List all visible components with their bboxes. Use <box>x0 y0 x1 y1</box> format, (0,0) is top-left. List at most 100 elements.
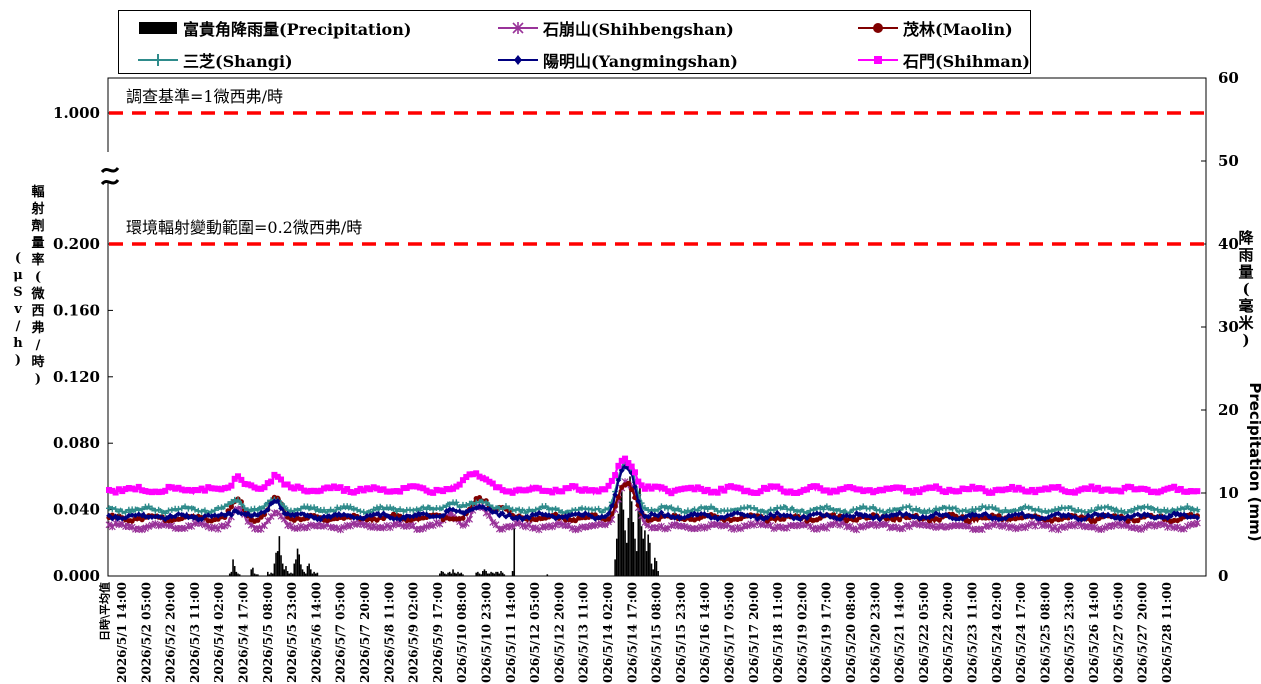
series-marker <box>873 487 880 494</box>
precipitation-bar <box>635 551 638 576</box>
legend-swatch-circle-icon <box>858 23 898 33</box>
legend-item-shihman: 石門(Shihman) <box>857 47 1030 73</box>
series-marker <box>906 503 913 510</box>
series-marker <box>903 488 910 495</box>
series-marker <box>1091 523 1099 531</box>
series-marker <box>198 508 205 515</box>
series-marker <box>1147 520 1155 528</box>
precipitation-bar <box>652 569 654 576</box>
series-marker <box>1081 485 1088 492</box>
series-marker <box>1164 507 1171 514</box>
series-marker <box>317 516 324 523</box>
x-tick-label: 2026/5/7 05:00 <box>334 582 348 683</box>
series-marker <box>311 487 318 494</box>
precipitation-bar <box>311 573 314 576</box>
series-marker <box>916 489 923 496</box>
series-marker <box>737 485 744 492</box>
series-marker <box>1009 483 1016 490</box>
series-marker <box>383 522 391 530</box>
series-marker <box>688 511 695 518</box>
series-marker <box>803 510 810 517</box>
precipitation-bar <box>281 563 284 576</box>
series-marker <box>1028 486 1035 493</box>
series-marker <box>1035 516 1042 522</box>
series-marker <box>1114 520 1122 528</box>
series-marker <box>731 484 738 491</box>
axis-break-symbol <box>100 152 120 186</box>
y-left-label-char: h <box>13 336 23 351</box>
legend-label-maolin: 茂林(Maolin) <box>903 20 1013 39</box>
series-marker <box>641 485 648 492</box>
series-marker <box>159 514 165 521</box>
series-marker <box>211 523 219 531</box>
series-marker <box>288 512 294 519</box>
series-marker <box>784 489 791 496</box>
series-marker <box>886 513 893 519</box>
series-marker <box>708 503 715 510</box>
y-left-label-char: 微 <box>31 287 45 302</box>
series-marker <box>976 485 983 492</box>
series-marker <box>691 486 698 493</box>
series-marker <box>125 485 132 492</box>
x-tick-label: 2026/5/14 02:00 <box>601 582 615 684</box>
precipitation-bar <box>640 526 643 576</box>
series-marker <box>235 473 242 480</box>
series-marker <box>238 501 245 508</box>
y-left-label-char: 輻 <box>31 185 45 200</box>
series-marker <box>354 515 360 521</box>
series-marker <box>380 524 387 532</box>
series-marker <box>297 505 304 512</box>
series-marker <box>492 521 500 529</box>
series-marker <box>1058 513 1065 519</box>
series-marker <box>734 510 741 516</box>
series-marker <box>486 478 493 485</box>
x-tick-label: 2026/5/10 23:00 <box>480 582 494 684</box>
series-marker <box>370 522 378 530</box>
series-marker <box>814 510 820 517</box>
y-left-label-char: S <box>13 285 23 300</box>
series-marker <box>730 525 738 533</box>
series-marker <box>559 509 566 516</box>
series-marker <box>195 507 202 514</box>
series-marker <box>698 511 704 517</box>
series-marker <box>992 487 999 494</box>
series-marker <box>245 510 251 517</box>
precipitation-bar <box>237 573 239 576</box>
series-marker <box>569 511 575 518</box>
series-marker <box>162 487 169 494</box>
series-marker <box>228 482 235 489</box>
series-marker <box>403 513 410 519</box>
series-marker <box>499 510 506 517</box>
series-marker <box>890 485 897 492</box>
reference-line-label: 調查基準=1微西弗/時 <box>126 87 283 106</box>
series-marker <box>251 511 258 517</box>
series-marker <box>1181 511 1187 518</box>
series-marker <box>846 522 854 530</box>
series-marker <box>287 522 295 530</box>
series-marker <box>1035 506 1042 513</box>
series-marker <box>737 505 744 512</box>
series-marker <box>988 521 996 529</box>
series-marker <box>972 485 979 492</box>
x-tick-label: 2026/5/23 11:00 <box>966 582 980 684</box>
series-marker <box>910 514 916 520</box>
precipitation-bar <box>485 571 487 576</box>
series-marker <box>469 501 476 508</box>
series-marker <box>721 487 728 494</box>
series-marker <box>410 507 417 514</box>
y-left-label-char: μ <box>13 268 23 283</box>
y-left-label-char: 西 <box>31 304 45 319</box>
series-marker <box>622 455 629 462</box>
series-marker <box>870 489 877 496</box>
series-marker <box>129 485 136 492</box>
series-marker <box>1193 519 1201 527</box>
series-marker <box>618 467 625 474</box>
series-marker <box>645 483 652 490</box>
series-marker <box>363 521 371 529</box>
y-left-label-char: 弗 <box>31 321 45 336</box>
series-marker <box>489 480 496 487</box>
series-marker <box>321 506 328 513</box>
precipitation-bar <box>491 572 494 576</box>
series-marker <box>122 486 129 493</box>
series-marker <box>830 514 837 521</box>
